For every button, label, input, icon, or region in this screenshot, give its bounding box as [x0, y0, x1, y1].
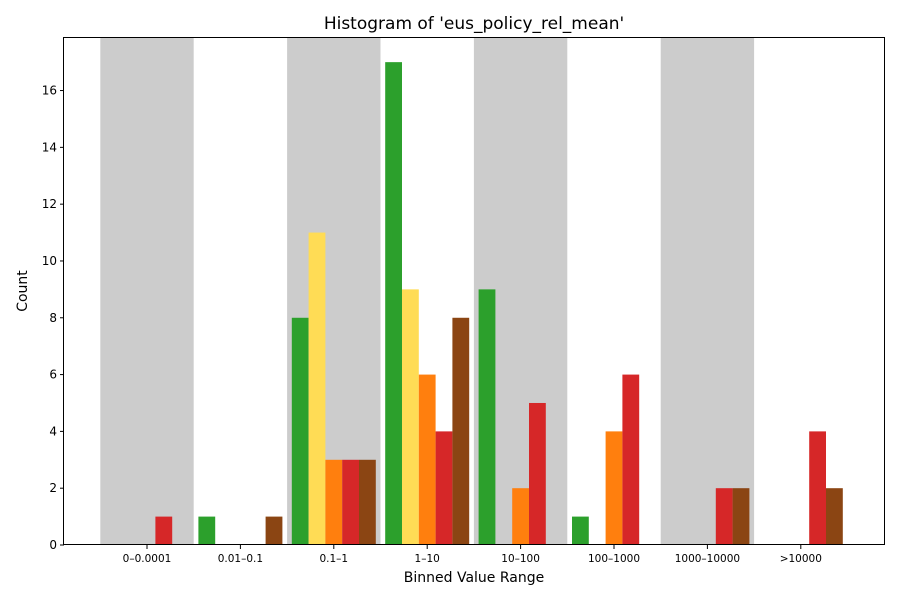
bar	[385, 62, 402, 546]
bar	[291, 317, 309, 545]
x-axis-ticks: 0–0.0001 0.01–0.1 0.1–1 1–10 10–100 100–1000 1…	[123, 545, 822, 565]
bar	[605, 431, 623, 545]
bar	[155, 516, 173, 545]
x-tick-label: 10–100	[501, 553, 540, 565]
y-tick-label: 14	[42, 140, 57, 154]
bar	[572, 516, 589, 545]
x-tick-label: 0.1–1	[319, 553, 348, 565]
bars	[155, 62, 843, 546]
bar	[265, 516, 283, 545]
chart-title: Histogram of 'eus_policy_rel_mean'	[324, 14, 624, 34]
x-tick-label: 0.01–0.1	[218, 553, 263, 565]
y-tick-label: 4	[49, 424, 57, 438]
y-tick-label: 10	[42, 254, 57, 268]
bar	[198, 516, 216, 545]
bar	[418, 374, 436, 545]
x-tick-label: 0–0.0001	[123, 553, 172, 565]
bar	[478, 289, 496, 545]
y-tick-label: 2	[49, 481, 57, 495]
shaded-band	[660, 38, 755, 545]
y-tick-label: 6	[49, 368, 57, 382]
bar	[809, 431, 826, 545]
bar	[715, 488, 733, 545]
bar	[325, 459, 343, 545]
bar	[435, 431, 453, 545]
bar	[359, 459, 376, 545]
bar	[402, 289, 419, 545]
y-tick-label: 16	[42, 84, 57, 98]
x-tick-label: >10000	[780, 553, 822, 565]
shaded-bands	[100, 38, 755, 545]
x-tick-label: 100–1000	[588, 553, 640, 565]
bar	[529, 402, 546, 545]
x-axis-label: Binned Value Range	[404, 570, 544, 586]
y-tick-label: 8	[49, 311, 57, 325]
y-tick-label: 12	[42, 197, 57, 211]
plot-frame	[63, 37, 885, 545]
x-tick-label: 1–10	[415, 553, 440, 565]
y-axis-ticks: 0 2 4 6 8 10 12 14 16	[42, 84, 64, 552]
x-tick-label: 1000–10000	[675, 553, 740, 565]
bar	[512, 488, 529, 545]
bar	[308, 232, 326, 545]
y-tick-label: 0	[49, 538, 57, 552]
shaded-band	[100, 38, 194, 545]
bar	[622, 374, 640, 545]
y-axis-label: Count	[15, 270, 31, 312]
bar	[452, 317, 470, 545]
bar	[826, 488, 843, 545]
bar	[732, 488, 750, 545]
bar	[342, 459, 359, 545]
